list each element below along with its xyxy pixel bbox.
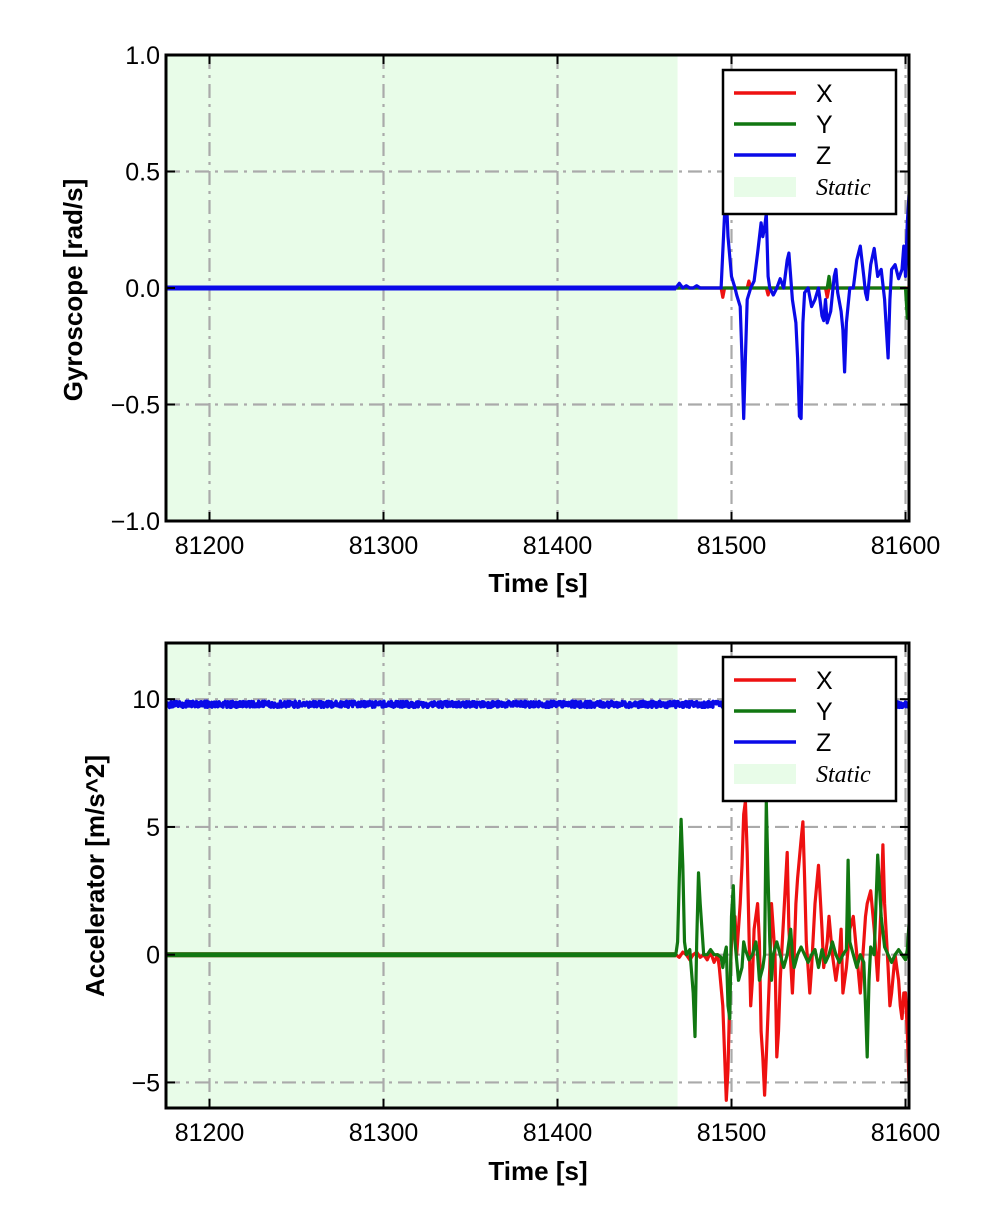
- x-tick-label: 81200: [175, 532, 245, 560]
- plot-frame: [164, 641, 911, 1110]
- series-line-y: [166, 799, 909, 1059]
- static-region: [166, 643, 678, 1108]
- legend-label-z: Z: [816, 729, 831, 757]
- y-tick-label: −5: [131, 1069, 160, 1097]
- y-axis-label: Gyroscope [rad/s]: [58, 179, 88, 402]
- y-axis-label: Accelerator [m/s^2]: [80, 755, 110, 997]
- legend-label-z: Z: [816, 142, 831, 170]
- x-tick-label: 81600: [871, 532, 941, 560]
- y-tick-label: −1.0: [111, 508, 160, 536]
- y-tick-label: 10: [132, 686, 160, 714]
- x-tick-label: 81400: [523, 532, 593, 560]
- axis-ticks: 81200 81300 81400 81500 81600 −1.0 −0.5 0.0 0.5 1…: [111, 42, 941, 560]
- x-axis-label: Time [s]: [488, 1156, 587, 1186]
- series-line-z: [166, 193, 909, 421]
- x-tick-label: 81500: [697, 1119, 767, 1147]
- y-tick-label: 0.0: [125, 275, 160, 303]
- x-tick-label: 81200: [175, 1119, 245, 1147]
- legend-label-static: Static: [816, 762, 871, 788]
- x-tick-label: 81300: [349, 1119, 419, 1147]
- accelerometer-chart: 81200 81300 81400 81500 81600 −5 0 5 10 Time [s]…: [80, 641, 940, 1186]
- legend-label-static: Static: [816, 175, 871, 201]
- x-tick-label: 81600: [871, 1119, 941, 1147]
- y-tick-label: 1.0: [125, 42, 160, 70]
- series-line-x: [166, 799, 909, 1102]
- axis-ticks: 81200 81300 81400 81500 81600 −5 0 5 10: [131, 643, 940, 1147]
- y-tick-label: 0: [146, 942, 160, 970]
- legend-swatch-static: [734, 764, 796, 784]
- x-tick-label: 81500: [697, 532, 767, 560]
- y-tick-label: 5: [146, 814, 160, 842]
- x-axis-label: Time [s]: [488, 568, 587, 598]
- legend-label-y: Y: [816, 111, 833, 139]
- legend: X Y Z Static: [721, 655, 898, 803]
- legend-label-x: X: [816, 80, 833, 108]
- x-tick-label: 81400: [523, 1119, 593, 1147]
- y-tick-label: 0.5: [125, 159, 160, 187]
- y-tick-label: −0.5: [111, 392, 160, 420]
- legend-label-y: Y: [816, 698, 833, 726]
- gyroscope-chart: 81200 81300 81400 81500 81600 −1.0 −0.5 0.0 0.5 1…: [58, 42, 940, 598]
- x-tick-label: 81300: [349, 532, 419, 560]
- legend-label-x: X: [816, 667, 833, 695]
- series-lines: [166, 193, 909, 421]
- legend: X Y Z Static: [721, 68, 898, 216]
- legend-swatch-static: [734, 177, 796, 197]
